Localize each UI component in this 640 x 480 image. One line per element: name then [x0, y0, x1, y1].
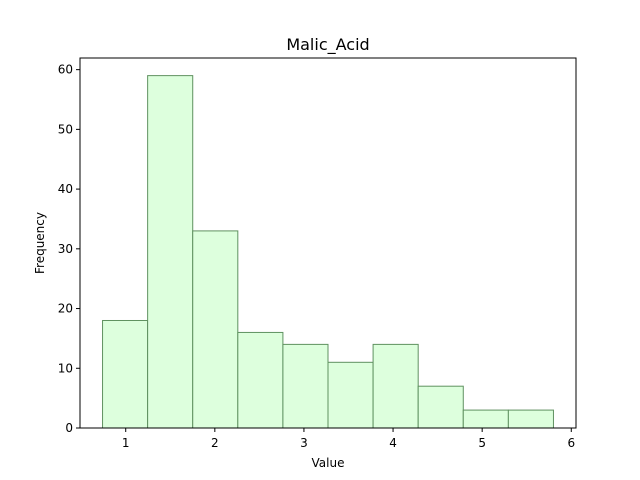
y-tick-label: 50: [58, 122, 73, 136]
histogram-bar: [417, 385, 464, 429]
x-tick-label: 2: [211, 436, 219, 450]
x-tick-label: 1: [122, 436, 130, 450]
x-tick-label: 3: [300, 436, 308, 450]
x-tick-label: 4: [389, 436, 397, 450]
histogram-bar: [282, 343, 329, 429]
y-tick-label: 30: [58, 242, 73, 256]
y-tick-label: 20: [58, 302, 73, 316]
chart-title: Malic_Acid: [286, 35, 369, 55]
histogram-bar: [237, 331, 284, 429]
y-tick-label: 40: [58, 182, 73, 196]
histogram-bar: [507, 409, 554, 429]
y-axis-label: Frequency: [33, 212, 47, 274]
histogram-bar: [192, 230, 239, 429]
histogram-bar: [102, 319, 149, 429]
histogram-bar: [327, 361, 374, 429]
y-tick-label: 0: [65, 421, 73, 435]
x-axis-ticks: 1 2 3 4 5 6: [122, 428, 575, 450]
y-tick-label: 60: [58, 63, 73, 77]
plot-frame: [79, 57, 577, 429]
histogram-bar: [147, 75, 194, 429]
bars-group: [102, 75, 554, 429]
histogram-bar: [372, 343, 419, 429]
y-tick-label: 10: [58, 361, 73, 375]
x-tick-label: 5: [478, 436, 486, 450]
histogram-bar: [462, 409, 509, 429]
x-tick-label: 6: [567, 436, 575, 450]
y-axis-ticks: 0 10 20 30 40 50 60: [58, 63, 80, 435]
x-axis-label: Value: [312, 456, 345, 470]
